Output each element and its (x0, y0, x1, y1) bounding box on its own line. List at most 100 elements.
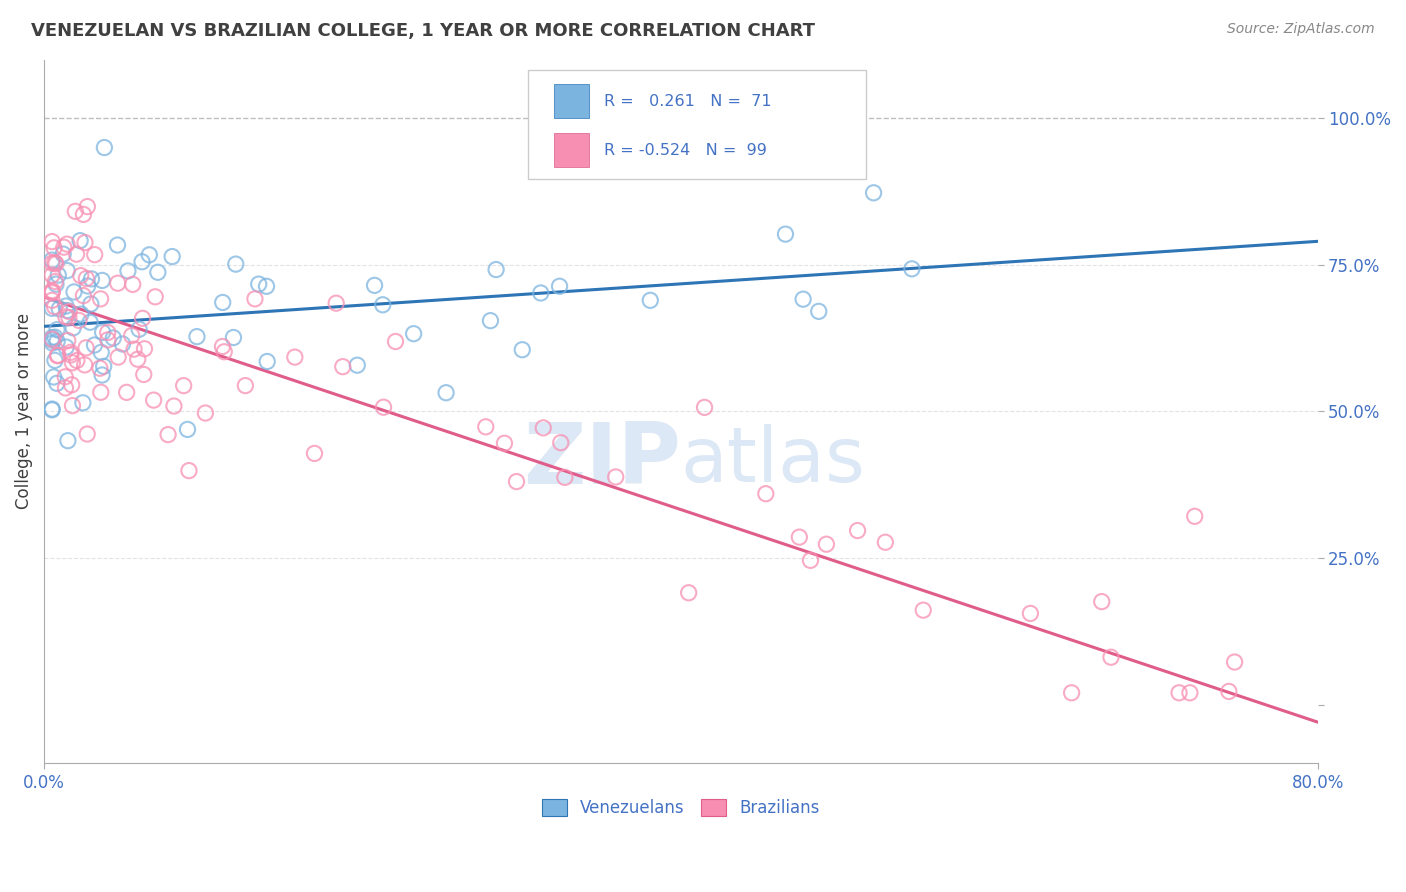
Point (72, 288, 94, 302)
Point (792, 292, 814, 306)
Point (371, 298, 394, 312)
Point (815, 537, 838, 551)
Point (1168, 686, 1191, 700)
Point (530, 285, 553, 300)
Point (46, 349, 69, 363)
Point (107, 350, 129, 364)
Point (678, 586, 700, 600)
Point (243, 292, 266, 306)
Point (157, 427, 180, 442)
Point (862, 186, 884, 200)
Text: R =   0.261   N =  71: R = 0.261 N = 71 (605, 94, 772, 109)
Point (41, 285, 63, 300)
Point (304, 446, 326, 460)
Point (80, 272, 103, 286)
Point (373, 401, 395, 415)
Point (69, 234, 91, 248)
Point (122, 342, 145, 356)
Point (121, 328, 143, 343)
Point (41, 402, 63, 417)
Point (67, 313, 90, 327)
Point (65, 204, 87, 219)
Text: VENEZUELAN VS BRAZILIAN COLLEGE, 1 YEAR OR MORE CORRELATION CHART: VENEZUELAN VS BRAZILIAN COLLEGE, 1 YEAR … (31, 22, 815, 40)
Point (775, 227, 797, 241)
Point (62, 399, 84, 413)
Point (807, 304, 830, 318)
Point (62, 320, 84, 334)
Point (41, 268, 63, 282)
Point (41, 235, 63, 249)
Point (103, 331, 125, 345)
Point (799, 553, 821, 567)
Point (41, 332, 63, 346)
Point (53, 369, 76, 384)
Point (548, 279, 571, 293)
Point (60, 377, 83, 392)
Point (44, 330, 66, 344)
Point (46, 323, 69, 337)
Point (1223, 655, 1246, 669)
Point (1019, 607, 1042, 621)
Point (247, 277, 270, 291)
Point (789, 530, 811, 544)
Point (346, 358, 368, 372)
Point (901, 261, 924, 276)
Point (97, 333, 120, 347)
Point (76, 427, 98, 442)
Point (59, 345, 82, 359)
Text: atlas: atlas (681, 424, 866, 498)
Point (65, 247, 87, 261)
Point (45, 257, 67, 271)
Point (173, 378, 195, 392)
Point (69, 268, 91, 283)
Point (127, 352, 149, 367)
Y-axis label: College, 1 year or more: College, 1 year or more (15, 313, 32, 509)
Point (79, 315, 101, 329)
Point (131, 311, 153, 326)
Point (1099, 650, 1122, 665)
Point (131, 254, 153, 268)
Point (56, 263, 79, 277)
Point (41, 256, 63, 270)
Point (41, 301, 63, 316)
Point (325, 296, 347, 310)
Point (41, 285, 63, 299)
Point (72, 396, 94, 410)
Legend: Venezuelans, Brazilians: Venezuelans, Brazilians (533, 790, 828, 825)
Point (142, 393, 165, 408)
FancyBboxPatch shape (529, 70, 866, 179)
Point (55, 340, 77, 354)
Point (163, 399, 186, 413)
Point (332, 359, 354, 374)
Point (90, 292, 112, 306)
Point (222, 330, 245, 344)
Point (605, 470, 627, 484)
Point (115, 385, 138, 400)
Point (42, 370, 65, 384)
Point (640, 293, 662, 308)
Point (550, 435, 572, 450)
Point (256, 279, 278, 293)
Point (107, 238, 129, 252)
Point (128, 322, 150, 336)
Point (211, 339, 233, 353)
Point (46, 268, 69, 282)
Point (505, 475, 527, 489)
Point (474, 420, 496, 434)
Point (72, 207, 94, 221)
Point (160, 250, 183, 264)
Point (58, 310, 80, 325)
Point (384, 334, 406, 349)
Point (52, 240, 75, 254)
Point (91, 368, 114, 382)
Point (48, 301, 70, 316)
Point (256, 354, 278, 368)
Point (1091, 594, 1114, 608)
Point (755, 486, 778, 500)
Point (41, 284, 63, 298)
Point (41, 331, 63, 345)
Point (45, 376, 67, 391)
Point (176, 422, 198, 436)
Point (134, 342, 156, 356)
Point (76, 279, 98, 293)
